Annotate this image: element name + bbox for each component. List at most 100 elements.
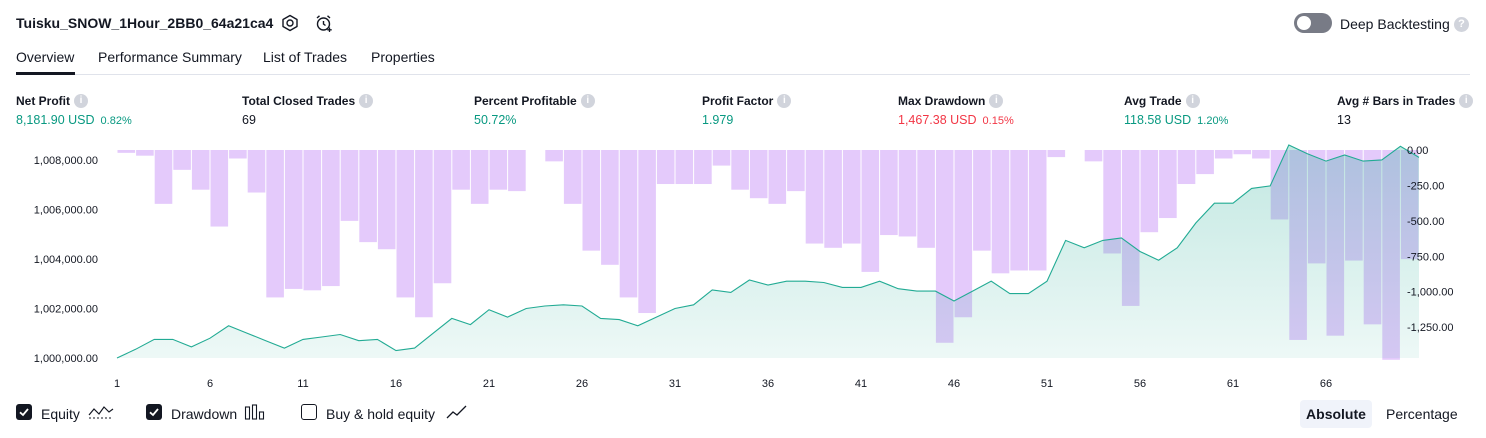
drawdown-checkbox[interactable]	[146, 404, 162, 420]
x-axis-tick-label: 66	[1320, 378, 1332, 390]
equity-series	[116, 144, 1420, 359]
settings-gear-icon[interactable]	[280, 13, 300, 33]
right-axis-tick-label: -250.00	[1407, 180, 1444, 192]
tab-list-of-trades[interactable]: List of Trades	[263, 49, 348, 65]
equity-drawdown-chart: 1,008,000.00 1,006,000.00 1,004,000.00 1,00…	[34, 144, 1453, 390]
info-icon[interactable]: i	[359, 93, 374, 108]
drawdown-bar	[1084, 150, 1103, 162]
left-axis-tick-label: 1,008,000.00	[34, 155, 98, 167]
drawdown-bar	[1196, 150, 1214, 175]
left-axis-tick-label: 1,004,000.00	[34, 254, 98, 266]
equity-line-icon	[88, 404, 114, 425]
help-question-icon[interactable]: ?	[1454, 17, 1469, 32]
right-axis: 0.00 -250.00 -500.00 -750.00 -1,000.00 -1,250…	[1407, 145, 1453, 334]
strategy-title: Tuisku_SNOW_1Hour_2BB0_64a21ca4	[16, 15, 274, 31]
drawdown-bar	[452, 150, 470, 190]
x-axis-tick-label: 11	[297, 378, 308, 390]
x-axis-tick-label: 1	[114, 378, 120, 390]
x-axis-tick-label: 36	[762, 378, 774, 390]
drawdown-bar	[284, 150, 303, 289]
drawdown-bar	[991, 150, 1010, 274]
drawdown-bar	[303, 150, 322, 291]
equity-label: Equity	[41, 406, 80, 422]
left-axis: 1,008,000.00 1,006,000.00 1,004,000.00 1,00…	[34, 155, 98, 365]
drawdown-bar	[340, 150, 359, 221]
equity-area	[117, 145, 1419, 358]
tab-properties[interactable]: Properties	[371, 49, 435, 65]
drawdown-bar	[880, 150, 898, 236]
drawdown-bar	[1159, 150, 1177, 219]
tabs-divider	[16, 74, 1470, 75]
x-axis-tick-label: 51	[1041, 378, 1053, 390]
drawdown-bar	[322, 150, 340, 287]
stat-label-max-drawdown: Max Drawdown i	[898, 93, 1004, 109]
x-axis-tick-label: 6	[207, 378, 213, 390]
x-axis-tick-label: 41	[855, 378, 867, 390]
right-axis-tick-label: -750.00	[1407, 251, 1444, 263]
drawdown-bar	[582, 150, 601, 251]
drawdown-bar	[731, 150, 749, 190]
drawdown-bar	[470, 150, 489, 204]
drawdown-bar	[1214, 150, 1233, 159]
x-axis: 1 6 11 16 21 26 31 36 41 46 51 56 61 66	[114, 378, 1332, 390]
info-icon[interactable]: i	[1185, 93, 1200, 108]
percentage-mode-button[interactable]: Percentage	[1386, 406, 1458, 422]
drawdown-bar	[749, 150, 768, 199]
x-axis-tick-label: 61	[1227, 378, 1239, 390]
deep-backtesting-toggle[interactable]	[1294, 13, 1332, 33]
drawdown-bar	[861, 150, 880, 272]
drawdown-bar	[954, 150, 973, 318]
drawdown-bar	[712, 150, 731, 166]
drawdown-bar	[210, 150, 229, 227]
tab-overview[interactable]: Overview	[16, 49, 75, 65]
x-axis-tick-label: 21	[483, 378, 495, 390]
x-axis-tick-label: 56	[1134, 378, 1146, 390]
drawdown-bar	[508, 150, 526, 192]
drawdown-bar	[898, 150, 917, 237]
x-axis-tick-label: 16	[390, 378, 402, 390]
absolute-mode-button[interactable]: Absolute	[1300, 400, 1372, 428]
drawdown-bar	[359, 150, 377, 243]
active-tab-indicator	[16, 72, 75, 75]
info-icon[interactable]: i	[580, 93, 595, 108]
right-axis-tick-label: -500.00	[1407, 216, 1444, 228]
drawdown-label: Drawdown	[171, 406, 238, 422]
drawdown-bar	[266, 150, 284, 298]
equity-line	[116, 144, 1420, 359]
drawdown-bar	[154, 150, 173, 204]
drawdown-bar	[694, 150, 712, 185]
equity-checkbox[interactable]	[16, 404, 32, 420]
stat-label-percent-profitable: Percent Profitable i	[474, 93, 595, 109]
drawdown-bar	[136, 150, 154, 156]
info-icon[interactable]: i	[989, 93, 1004, 108]
tab-performance-summary[interactable]: Performance Summary	[98, 49, 242, 65]
right-axis-tick-label: 0.00	[1407, 145, 1428, 157]
drawdown-bar	[656, 150, 675, 185]
add-alert-clock-icon[interactable]	[314, 13, 334, 33]
drawdown-bar	[917, 150, 935, 248]
stat-value-avg-bars: 13	[1337, 113, 1351, 127]
x-axis-tick-label: 46	[948, 378, 960, 390]
right-axis-tick-label: -1,000.00	[1407, 287, 1453, 299]
drawdown-bar	[1103, 150, 1121, 254]
info-icon[interactable]: i	[74, 93, 88, 108]
buy-hold-checkbox[interactable]	[301, 404, 317, 420]
info-icon[interactable]: i	[1459, 93, 1474, 108]
info-icon[interactable]: i	[777, 93, 792, 108]
drawdown-bar	[638, 150, 656, 314]
drawdown-bar	[1177, 150, 1196, 185]
stat-value-total-closed-trades: 69	[242, 113, 256, 127]
stat-value-net-profit: 8,181.90 USD 0.82%	[16, 113, 132, 127]
stat-label-total-closed-trades: Total Closed Trades i	[242, 93, 374, 109]
drawdown-bar	[1252, 150, 1270, 159]
drawdown-bar	[433, 150, 452, 284]
left-axis-tick-label: 1,000,000.00	[34, 353, 98, 365]
stat-value-max-drawdown: 1,467.38 USD 0.15%	[898, 113, 1014, 127]
drawdown-bar	[377, 150, 396, 250]
drawdown-bar	[619, 150, 638, 298]
drawdown-bar	[173, 150, 191, 170]
left-axis-tick-label: 1,002,000.00	[34, 303, 98, 315]
drawdown-bar	[1047, 150, 1066, 158]
drawdown-bar	[1140, 150, 1159, 233]
drawdown-bar	[563, 150, 582, 204]
